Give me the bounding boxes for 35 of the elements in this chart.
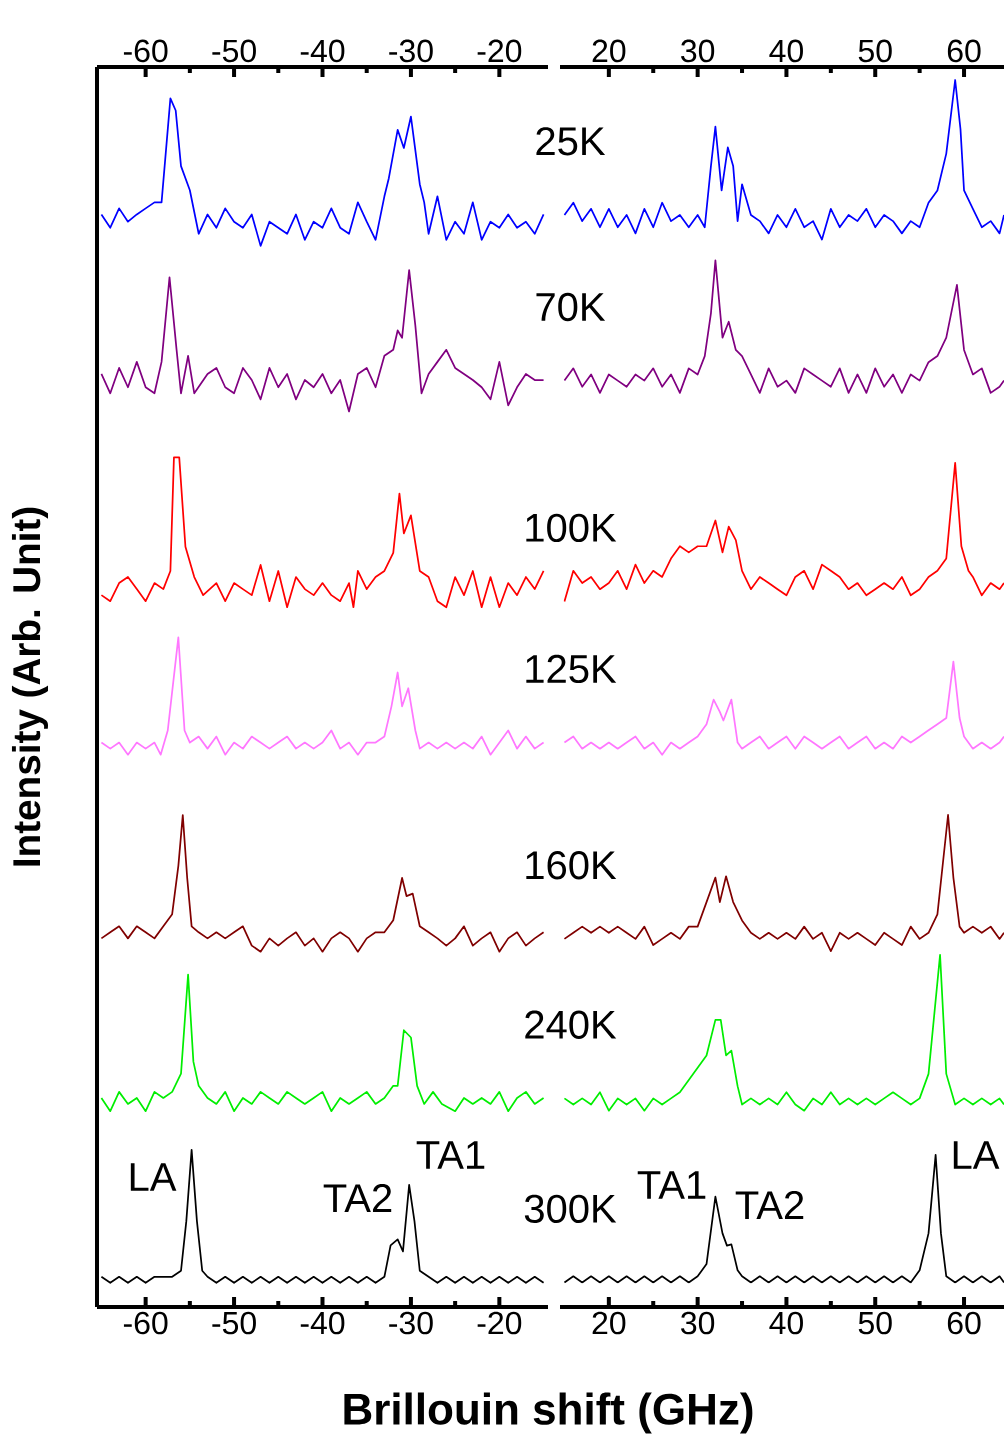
x-tick-label: -20 — [477, 1311, 522, 1335]
x2-tick-label: 60 — [947, 39, 981, 63]
x-tick-label: 30 — [681, 1311, 715, 1335]
x-tick-label: -60 — [123, 1311, 168, 1335]
series-label: 240K — [525, 1010, 617, 1039]
x-tick-label: -30 — [389, 1311, 433, 1335]
x2-tick-label: -50 — [212, 39, 256, 63]
series-label: 160K — [526, 851, 617, 880]
x2-tick-label: 30 — [681, 39, 715, 63]
series-label: 25K — [536, 127, 606, 156]
x2-tick-label: 20 — [592, 39, 626, 63]
annotation: TA1 — [637, 1171, 706, 1199]
series-label: 100K — [526, 513, 617, 543]
x-tick-label: 20 — [592, 1311, 626, 1335]
x2-tick-label: -40 — [300, 39, 345, 63]
series-label: 70K — [536, 292, 606, 322]
x2-tick-label: 40 — [769, 39, 803, 63]
x-tick-label: 60 — [947, 1311, 981, 1335]
x-tick-label: 50 — [858, 1311, 892, 1335]
x2-tick-label: -20 — [477, 39, 522, 63]
y-axis-title: Intensity (Arb. Unit) — [11, 507, 49, 866]
annotation: TA1 — [416, 1141, 485, 1169]
x-axis-title: Brillouin shift (GHz) — [344, 1392, 753, 1434]
x-tick-label: -40 — [300, 1311, 345, 1335]
annotation: TA2 — [323, 1184, 392, 1212]
x2-tick-label: -60 — [123, 39, 168, 63]
x-tick-label: 40 — [769, 1311, 803, 1335]
series-label: 125K — [526, 654, 617, 684]
x2-tick-label: 50 — [858, 39, 892, 63]
x2-tick-label: -30 — [389, 39, 433, 63]
x-tick-label: -50 — [212, 1311, 256, 1335]
annotation: TA2 — [735, 1190, 804, 1219]
annotation: LA — [953, 1141, 1000, 1169]
annotation: LA — [130, 1163, 177, 1191]
series-label: 300K — [524, 1194, 617, 1223]
